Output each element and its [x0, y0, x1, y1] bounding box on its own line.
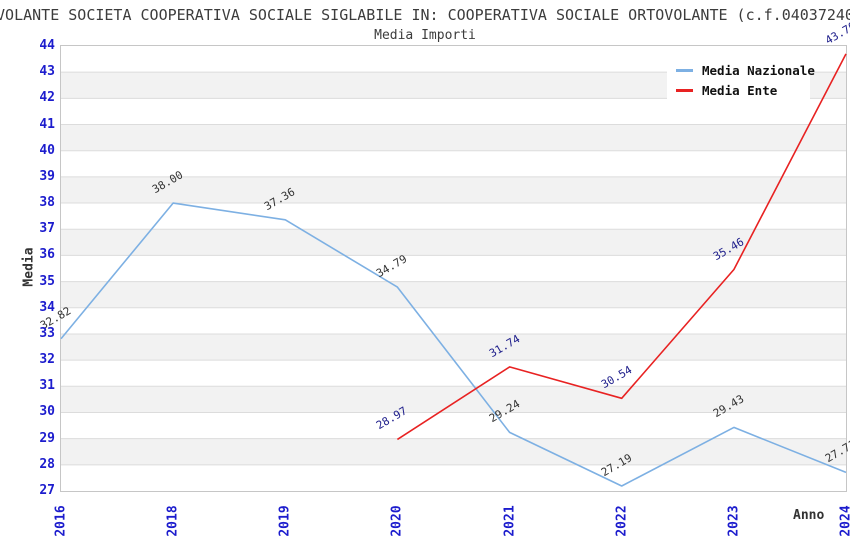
data-label: 35.46 — [710, 234, 747, 263]
y-tick-label: 31 — [39, 378, 55, 394]
y-tick-label: 32 — [39, 352, 55, 368]
legend-label: Media Ente — [702, 82, 778, 98]
data-label: 29.43 — [710, 392, 747, 421]
x-tick-label: 2024 — [838, 505, 850, 537]
y-tick-label: 42 — [39, 90, 55, 106]
chart-subtitle: Media Importi — [374, 28, 476, 43]
y-tick-label: 27 — [39, 483, 55, 498]
data-label: 27.19 — [598, 451, 634, 480]
y-tick-label: 38 — [39, 195, 55, 211]
x-tick-label: 2016 — [53, 505, 69, 537]
data-label: 29.24 — [486, 397, 522, 426]
series-lines-canvas — [60, 53, 847, 487]
y-tick-label: 35 — [39, 273, 55, 289]
data-label: 34.79 — [374, 252, 410, 281]
series-line — [60, 202, 847, 487]
x-tick-label: 2023 — [726, 505, 742, 537]
y-tick-label: 28 — [39, 456, 55, 472]
series-line — [396, 53, 847, 441]
x-axis-title: Anno — [793, 508, 825, 523]
y-tick-label: 41 — [39, 116, 55, 132]
legend-line-marker-red-icon — [676, 88, 693, 92]
data-label: 31.74 — [486, 332, 522, 361]
y-tick-label: 30 — [39, 404, 55, 420]
y-tick-label: 33 — [39, 325, 55, 341]
legend-line-marker-blue-icon — [676, 68, 693, 72]
x-tick-label: 2019 — [277, 505, 293, 537]
y-tick-label: 34 — [39, 299, 55, 315]
data-label: 37.36 — [262, 185, 298, 213]
data-label: 30.54 — [598, 363, 634, 392]
y-tick-label: 37 — [39, 221, 55, 237]
data-label: 28.97 — [374, 404, 410, 433]
data-label: 38.00 — [150, 168, 186, 197]
y-tick-label: 39 — [39, 168, 55, 184]
data-labels-layer: 32.82 38.00 37.36 34.79 29.24 27.19 29.43 27.71… — [38, 19, 850, 491]
y-tick-label: 29 — [39, 430, 55, 446]
x-tick-label: 2022 — [614, 505, 630, 537]
y-tick-label: 43 — [39, 64, 55, 80]
data-label: 27.71 — [823, 437, 850, 466]
legend: Media Nazionale Media Ente — [667, 58, 815, 102]
legend-item-media-nazionale: Media Nazionale — [667, 62, 815, 78]
x-tick-label: 2020 — [389, 505, 405, 537]
chart-title: VOLANTE SOCIETA COOPERATIVA SOCIALE SIGL… — [0, 6, 850, 24]
legend-label: Media Nazionale — [702, 62, 815, 78]
plot-area: 32.82 38.00 37.36 34.79 29.24 27.19 29.43 27.71… — [38, 19, 850, 492]
y-tick-label: 44 — [39, 38, 55, 53]
legend-item-media-ente: Media Ente — [667, 82, 810, 98]
x-tick-label: 2021 — [502, 505, 518, 537]
y-tick-label: 40 — [39, 142, 55, 158]
y-tick-label: 36 — [39, 247, 55, 263]
x-tick-label: 2018 — [165, 505, 181, 537]
